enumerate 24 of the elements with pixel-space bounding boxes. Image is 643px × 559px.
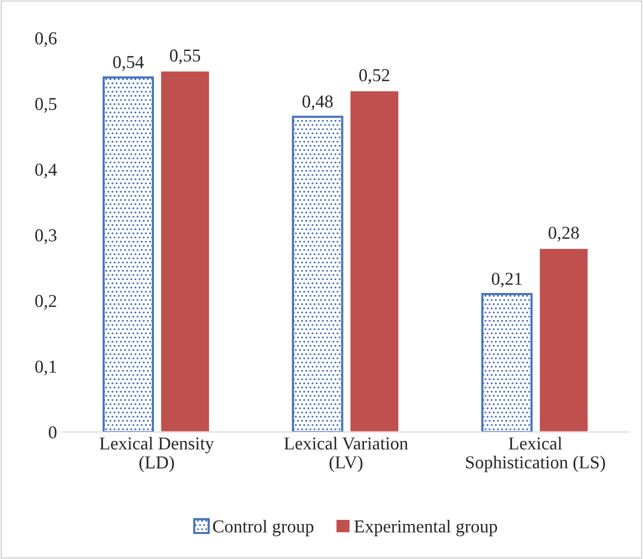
x-tick-label: Lexical Sophistication (LS) bbox=[466, 436, 606, 472]
y-tick-label: 0,2 bbox=[35, 294, 56, 310]
bar bbox=[538, 247, 590, 432]
y-tick-label: 0,6 bbox=[35, 32, 57, 48]
data-label: 0,54 bbox=[113, 56, 144, 71]
bar bbox=[160, 70, 210, 432]
legend-label: Control group bbox=[213, 520, 314, 536]
data-label: 0,21 bbox=[492, 272, 522, 288]
y-tick-label: 0,4 bbox=[35, 164, 57, 178]
bar bbox=[349, 90, 400, 432]
legend-label: Experimental group bbox=[354, 520, 498, 536]
y-tick-label: 0,3 bbox=[35, 229, 56, 244]
bar bbox=[481, 293, 533, 432]
y-tick-label: 0,1 bbox=[35, 360, 56, 376]
y-tick-label: 0,5 bbox=[35, 98, 56, 113]
bar bbox=[102, 76, 154, 432]
data-label: 0,52 bbox=[359, 69, 390, 84]
data-label: 0,48 bbox=[302, 95, 333, 110]
data-label: 0,55 bbox=[170, 49, 200, 64]
data-label: 0,28 bbox=[548, 226, 579, 242]
bar bbox=[292, 116, 344, 432]
x-tick-label: Lexical Density (LD) bbox=[100, 436, 214, 472]
x-tick-label: Lexical Variation (LV) bbox=[284, 436, 408, 472]
y-tick-label: 0 bbox=[48, 426, 56, 438]
